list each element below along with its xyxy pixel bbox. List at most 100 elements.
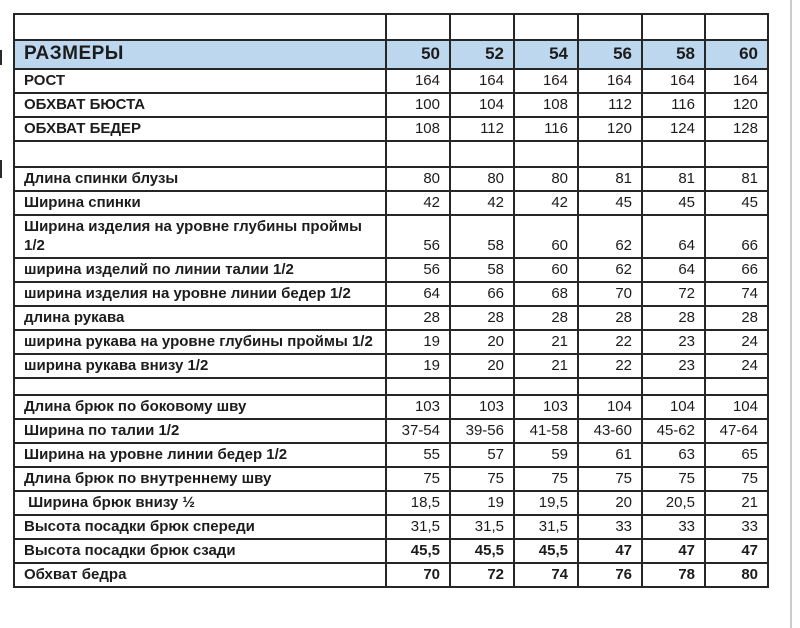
row-label: Ширина спинки [13,190,387,216]
value-cell [385,140,451,168]
table-row: Обхват бедра 70 72 74 76 78 80 [13,562,769,588]
value-cell: 68 [513,281,579,307]
table-row: ширина изделия на уровне линии бедер 1/2… [13,281,769,307]
value-cell [641,13,706,41]
value-cell: 66 [449,281,515,307]
value-cell [449,377,515,396]
value-cell: 39-56 [449,418,515,444]
row-label: ширина рукава внизу 1/2 [13,353,387,379]
value-cell [513,13,579,41]
value-cell: 64 [385,281,451,307]
value-cell: 19,5 [513,490,579,516]
row-label [13,13,387,41]
value-cell: 76 [577,562,643,588]
table-row: РОСТ 164 164 164 164 164 164 [13,68,769,94]
table-row: Ширина на уровне линии бедер 1/2 55 57 59 61… [13,442,769,468]
value-cell: 23 [641,353,706,379]
value-cell: 42 [449,190,515,216]
row-label: Длина спинки блузы [13,166,387,192]
page-edge-line [790,0,792,628]
table-row: ширина рукава внизу 1/2 19 20 21 22 23 24 [13,353,769,379]
value-cell [641,377,706,396]
value-cell: 62 [577,214,643,259]
row-label: ширина изделия на уровне линии бедер 1/2 [13,281,387,307]
value-cell: 104 [577,394,643,420]
spacer-row [13,140,769,168]
table-row: длина рукава 28 28 28 28 28 28 [13,305,769,331]
value-cell [577,377,643,396]
value-cell [641,140,706,168]
value-cell [449,13,515,41]
table-row: ОБХВАТ БЕДЕР 108 112 116 120 124 128 [13,116,769,142]
size-column-header: 52 [449,39,515,70]
value-cell: 74 [704,281,769,307]
value-cell: 103 [513,394,579,420]
value-cell: 45 [641,190,706,216]
value-cell: 108 [385,116,451,142]
value-cell: 66 [704,214,769,259]
value-cell: 22 [577,329,643,355]
value-cell [577,13,643,41]
value-cell: 124 [641,116,706,142]
value-cell: 62 [577,257,643,283]
table-row: Ширина брюк внизу ½ 18,5 19 19,5 20 20,5 21 [13,490,769,516]
value-cell: 47 [641,538,706,564]
scan-artifact-mark [0,160,2,178]
value-cell: 23 [641,329,706,355]
size-column-header: 58 [641,39,706,70]
row-label: Длина брюк по внутреннему шву [13,466,387,492]
value-cell: 164 [577,68,643,94]
value-cell: 45,5 [449,538,515,564]
value-cell [577,140,643,168]
value-cell: 70 [385,562,451,588]
spacer-row [13,13,769,41]
row-label: ОБХВАТ БЕДЕР [13,116,387,142]
value-cell: 45-62 [641,418,706,444]
value-cell: 65 [704,442,769,468]
value-cell: 64 [641,257,706,283]
spacer-row [13,377,769,396]
row-label [13,377,387,396]
value-cell [385,377,451,396]
value-cell: 78 [641,562,706,588]
value-cell: 19 [385,353,451,379]
value-cell: 81 [577,166,643,192]
value-cell: 80 [385,166,451,192]
row-label: РОСТ [13,68,387,94]
size-chart-table: РАЗМЕРЫ 50 52 54 56 58 60 РОСТ 164 164 164 164 164 16… [13,13,769,588]
value-cell: 66 [704,257,769,283]
value-cell: 24 [704,329,769,355]
value-cell: 58 [449,257,515,283]
value-cell: 75 [641,466,706,492]
value-cell: 120 [577,116,643,142]
value-cell: 56 [385,257,451,283]
value-cell: 104 [449,92,515,118]
value-cell: 41-58 [513,418,579,444]
value-cell: 19 [449,490,515,516]
value-cell [513,140,579,168]
table-row: Длина брюк по боковому шву 103 103 103 104 10… [13,394,769,420]
value-cell: 47 [577,538,643,564]
row-label: Ширина изделия на уровне глубины проймы … [13,214,387,259]
value-cell: 20 [449,353,515,379]
value-cell: 33 [577,514,643,540]
value-cell: 104 [704,394,769,420]
value-cell: 103 [385,394,451,420]
value-cell [449,140,515,168]
row-label: Ширина на уровне линии бедер 1/2 [13,442,387,468]
row-label: Высота посадки брюк сзади [13,538,387,564]
value-cell: 103 [449,394,515,420]
value-cell: 21 [513,329,579,355]
value-cell: 100 [385,92,451,118]
value-cell: 33 [641,514,706,540]
row-label: ширина изделий по линии талии 1/2 [13,257,387,283]
size-column-header: 54 [513,39,579,70]
value-cell: 164 [513,68,579,94]
scan-artifact-mark [0,50,2,65]
value-cell: 74 [513,562,579,588]
header-row: РАЗМЕРЫ 50 52 54 56 58 60 [13,39,769,70]
table-row: Высота посадки брюк спереди 31,5 31,5 31,5 3… [13,514,769,540]
value-cell: 42 [385,190,451,216]
value-cell: 28 [385,305,451,331]
value-cell: 63 [641,442,706,468]
